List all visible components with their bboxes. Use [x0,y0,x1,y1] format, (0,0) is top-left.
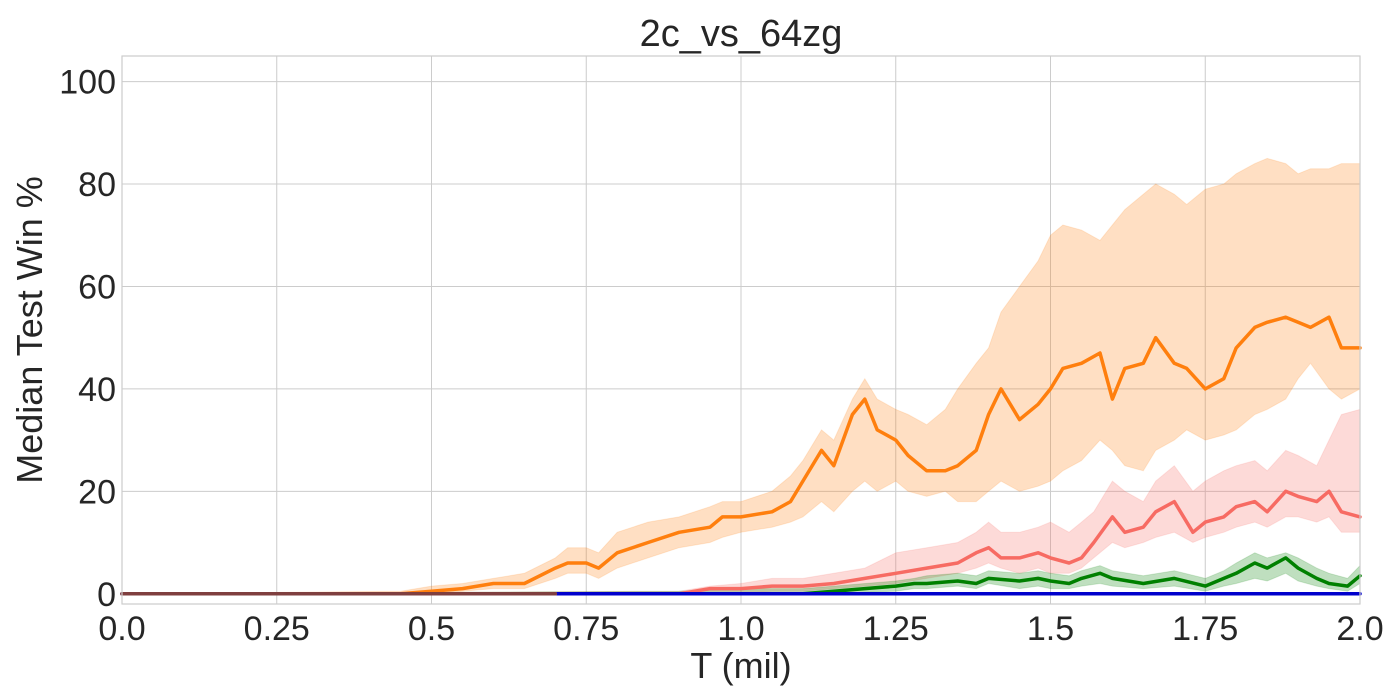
x-tick-label: 1.75 [1172,610,1238,648]
y-tick-label: 20 [78,473,116,511]
y-tick-label: 40 [78,371,116,409]
y-tick-label: 0 [97,576,116,614]
plot-frame [121,55,1361,605]
chart-title: 2c_vs_64zg [640,13,843,55]
x-tick-label: 1.5 [1027,610,1074,648]
y-tick-label: 60 [78,268,116,306]
x-tick-label: 2.0 [1336,610,1383,648]
series-0-line [120,315,1362,596]
x-tick-label: 0.75 [553,610,619,648]
x-tick-label: 0.5 [408,610,455,648]
y-tick-label: 100 [59,64,116,102]
tick-labels: 0.0 0.25 0.5 0.75 1.0 1.25 1.5 1.75 2.0 0 20 40 60 80… [59,64,1383,648]
x-tick-label: 0.0 [98,610,145,648]
x-axis-title: T (mil) [690,645,791,686]
y-axis-title: Median Test Win % [9,176,50,483]
y-tick-label: 80 [78,166,116,204]
series-lines [120,315,1362,596]
series-1-line [120,489,1362,596]
x-tick-label: 0.25 [244,610,310,648]
x-tick-label: 1.25 [863,610,929,648]
series-2-line [120,556,1362,596]
x-tick-label: 1.0 [717,610,764,648]
